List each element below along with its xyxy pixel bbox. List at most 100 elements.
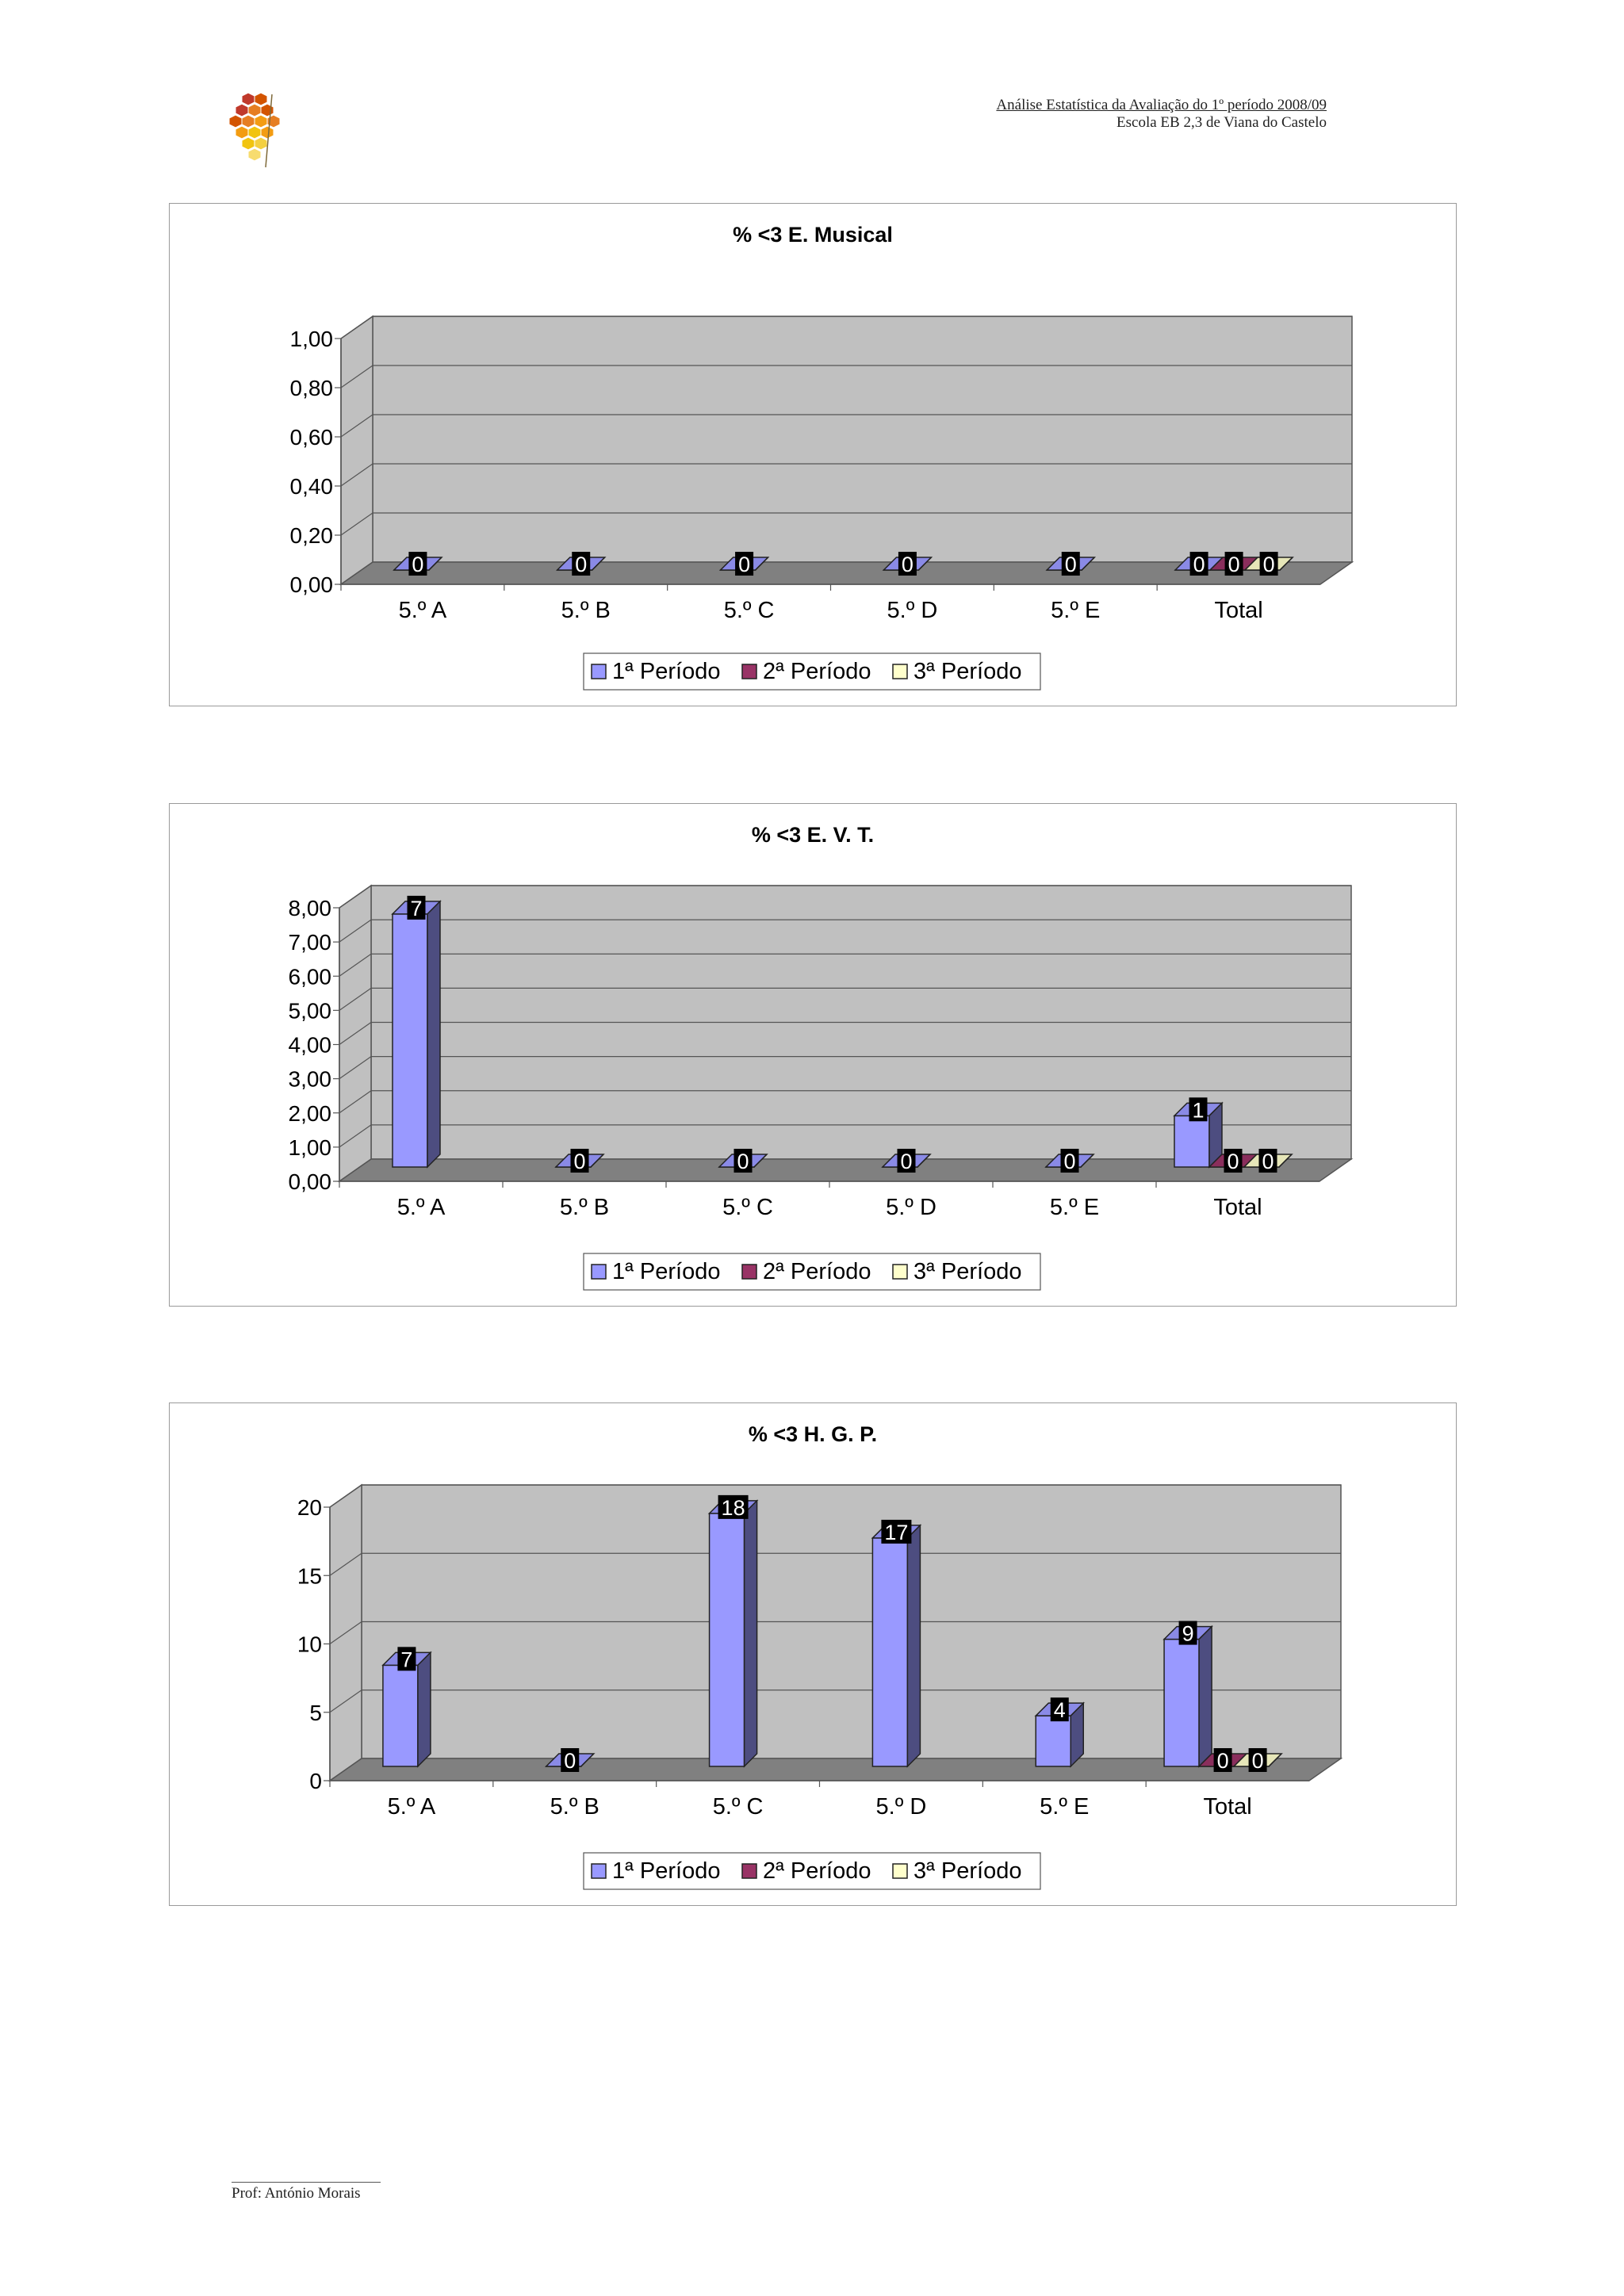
data-label-bg	[1050, 1697, 1069, 1722]
bar	[871, 1524, 922, 1768]
x-tick-label: 5.º B	[550, 1794, 599, 1820]
data-label: 7	[400, 1647, 412, 1671]
data-label: 0	[1065, 553, 1077, 576]
bar-side	[753, 1154, 768, 1168]
bar	[1162, 1624, 1213, 1768]
gridline-side	[340, 414, 373, 438]
bar-side	[755, 557, 769, 571]
y-tick-label: 0,80	[290, 376, 334, 400]
data-label-bg	[718, 1494, 749, 1519]
data-label-bg	[1061, 552, 1080, 576]
legend-swatch	[892, 1863, 908, 1879]
y-tick-label: 2,00	[289, 1101, 332, 1126]
chart-evt: % <3 E. V. T. 0,00 1,00 2,00 3,00 4,00 5,00 6,0…	[289, 823, 1354, 1291]
chart-side-wall	[340, 315, 373, 586]
data-label: 0	[575, 553, 587, 576]
gridline-side	[329, 1552, 362, 1576]
legend-label: 3ª Período	[914, 1858, 1022, 1884]
bar-front	[708, 1513, 745, 1767]
bar-side	[590, 1154, 604, 1168]
data-label-bg	[735, 552, 754, 576]
x-tick-label: 5.º E	[1040, 1794, 1089, 1820]
bar-front	[1163, 1638, 1200, 1767]
gridline-side	[339, 919, 372, 943]
data-label-bg	[397, 1647, 416, 1671]
legend-label: 1ª Período	[612, 1259, 721, 1284]
data-label-bg	[572, 552, 591, 576]
data-label-bg	[1224, 552, 1243, 576]
data-label-bg	[1224, 1149, 1243, 1173]
x-tick-label: 5.º D	[887, 598, 938, 623]
data-label: 0	[564, 1749, 576, 1773]
gridline-side	[339, 885, 372, 909]
data-label: 9	[1182, 1622, 1194, 1646]
data-label-bg	[1178, 1621, 1197, 1645]
data-label-bg	[1258, 1149, 1277, 1173]
y-tick-label: 0	[309, 1769, 322, 1793]
bar-side	[1070, 1701, 1084, 1768]
legend-label: 2ª Período	[763, 1858, 871, 1884]
gridline-side	[329, 1484, 362, 1508]
data-label: 0	[902, 553, 914, 576]
data-label: 0	[1262, 1150, 1274, 1173]
data-label: 0	[1193, 553, 1205, 576]
data-label: 18	[722, 1496, 745, 1520]
data-label-bg	[733, 1149, 753, 1173]
y-tick-label: 5	[309, 1701, 322, 1725]
chart-hgp: % <3 H. G. P. 0 5 10 15 20 5.º A 7 5.º B 0 5.º C 18…	[297, 1422, 1343, 1890]
gridline-side	[339, 953, 372, 977]
page-header: Análise Estatística da Avaliação do 1º p…	[996, 97, 1327, 132]
data-label-bg	[561, 1748, 580, 1772]
header-title: Análise Estatística da Avaliação do 1º p…	[996, 97, 1327, 113]
legend-box	[583, 1253, 1041, 1291]
data-label-bg	[1189, 552, 1208, 576]
data-label-bg	[898, 552, 917, 576]
chart-title: % <3 H. G. P.	[749, 1422, 877, 1446]
x-tick-label: 5.º B	[561, 598, 611, 623]
x-tick-label: Total	[1203, 1794, 1251, 1820]
bar-side	[1278, 1154, 1293, 1168]
x-tick-label: 5.º C	[722, 1195, 773, 1220]
x-tick-label: 5.º A	[388, 1794, 436, 1820]
legend-swatch	[741, 1264, 757, 1280]
bar-side	[1268, 1753, 1282, 1767]
data-label: 0	[1227, 1150, 1239, 1173]
y-tick-label: 0,00	[290, 572, 334, 597]
data-label: 0	[738, 553, 750, 576]
chart-panel-hgp: % <3 H. G. P. 0 5 10 15 20 5.º A 7 5.º B 0 5.º C 18…	[169, 1402, 1457, 1906]
y-tick-label: 4,00	[289, 1033, 332, 1058]
y-tick-label: 10	[297, 1632, 322, 1657]
bar-side	[743, 1499, 758, 1768]
data-label-bg	[408, 552, 427, 576]
bar-side	[1279, 557, 1293, 571]
bar-front	[392, 913, 428, 1168]
chart-title: % <3 E. Musical	[733, 223, 893, 247]
legend-swatch	[892, 1264, 908, 1280]
bar-front	[382, 1664, 419, 1767]
legend-box	[583, 652, 1041, 691]
legend-swatch	[591, 1863, 607, 1879]
legend-swatch	[741, 1863, 757, 1879]
x-tick-label: 5.º E	[1050, 1195, 1099, 1220]
x-tick-label: 5.º E	[1051, 598, 1100, 623]
data-label: 0	[1228, 553, 1240, 576]
gridline-side	[340, 512, 373, 536]
y-tick-label: 20	[297, 1495, 322, 1520]
gridline-side	[329, 1621, 362, 1644]
data-label-bg	[570, 1149, 589, 1173]
bar-side	[580, 1753, 595, 1767]
data-label: 1	[1192, 1098, 1204, 1122]
gridline-side	[339, 1124, 372, 1148]
y-tick-label: 0,00	[289, 1169, 332, 1194]
legend-label: 3ª Período	[914, 1259, 1022, 1284]
x-tick-label: 5.º D	[886, 1195, 936, 1220]
bar-side	[906, 1524, 921, 1768]
bar-side	[917, 1154, 931, 1168]
data-label: 0	[412, 553, 423, 576]
data-label: 0	[573, 1150, 585, 1173]
bar-side	[1081, 557, 1095, 571]
chart-panel-musical: % <3 E. Musical 0,00 0,20 0,40 0,60 0,80 1,00 5…	[169, 203, 1457, 706]
bar-side	[428, 557, 442, 571]
footer-author: Prof: António Morais	[232, 2185, 361, 2202]
gridline-side	[339, 987, 372, 1011]
